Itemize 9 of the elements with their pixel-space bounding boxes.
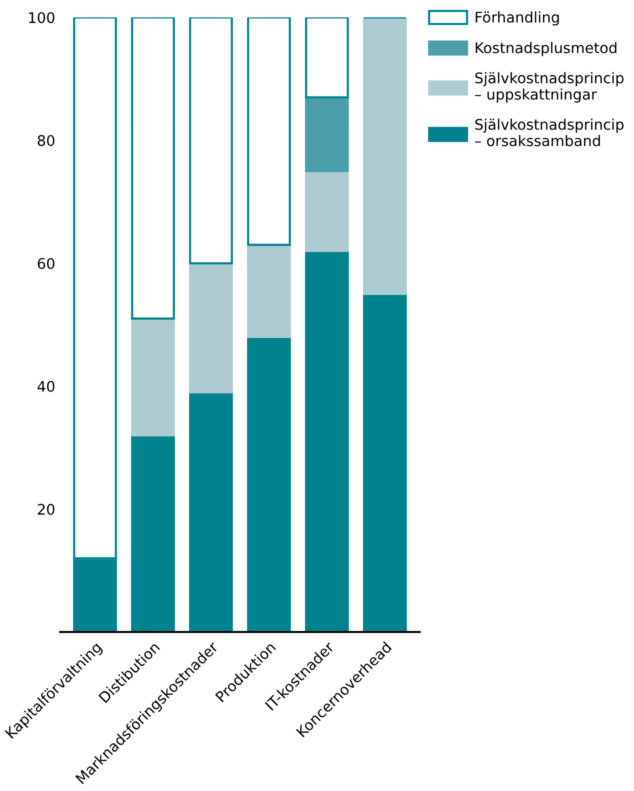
legend-label: Förhandling: [476, 11, 559, 26]
y-tick-label: 100: [29, 12, 54, 24]
y-tick-label: 40: [38, 380, 54, 392]
legend-label: Kostnadsplusmetod: [476, 42, 616, 56]
legend-label: Självkostnadsprincip – uppskattningar: [475, 72, 624, 103]
y-tick-label: 20: [38, 504, 54, 515]
y-tick-label: 60: [38, 258, 54, 269]
y-tick-label: 80: [38, 135, 54, 146]
legend-label: Självkostnadsprincip – orsakssamband: [475, 118, 624, 146]
